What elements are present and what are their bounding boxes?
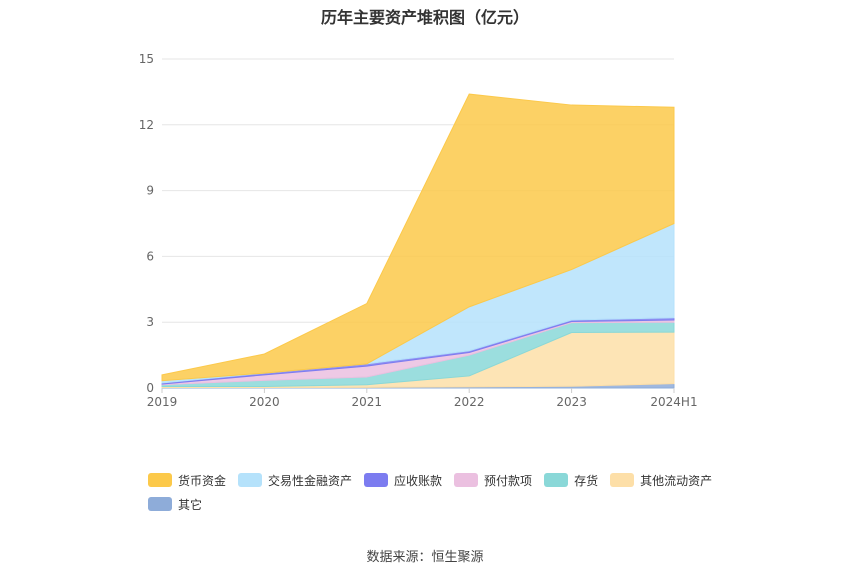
stacked-area-chart: 2019 2020 2021 2022 2023 2024H1 0 3 6 9 12 15	[139, 52, 698, 409]
data-source: 数据来源：恒生聚源	[366, 550, 484, 565]
x-tick-label: 2023	[556, 395, 587, 409]
y-tick-label: 15	[139, 52, 154, 66]
legend-label: 预付款项	[484, 473, 533, 488]
legend-item[interactable]: 其他流动资产	[610, 472, 712, 488]
legend-item[interactable]: 货币资金	[148, 472, 226, 488]
legend-swatch	[454, 473, 479, 487]
legend-label: 其它	[178, 497, 203, 512]
x-tick-label: 2022	[454, 395, 485, 409]
x-axis: 2019 2020 2021 2022 2023 2024H1	[147, 388, 698, 409]
legend-swatch	[364, 473, 389, 487]
legend-item[interactable]: 预付款项	[454, 472, 532, 488]
legend-swatch	[238, 473, 263, 487]
legend: 货币资金 交易性金融资产 应收账款 预付款项 存货 其他流动资产其它	[148, 472, 748, 520]
legend-label: 其他流动资产	[640, 473, 713, 488]
legend-item[interactable]: 交易性金融资产	[238, 472, 352, 488]
y-tick-label: 0	[146, 381, 154, 395]
area-series	[161, 93, 675, 389]
legend-item[interactable]: 其它	[148, 496, 202, 512]
chart-title: 历年主要资产堆积图（亿元）	[320, 8, 529, 27]
x-tick-label: 2020	[249, 395, 280, 409]
x-tick-label: 2024H1	[650, 395, 697, 409]
x-tick-label: 2021	[352, 395, 383, 409]
y-axis: 0 3 6 9 12 15	[139, 52, 154, 395]
legend-label: 应收账款	[394, 473, 443, 488]
legend-swatch	[544, 473, 569, 487]
legend-swatch	[148, 473, 172, 487]
y-tick-label: 3	[146, 315, 154, 329]
legend-item[interactable]: 存货	[544, 472, 598, 488]
y-tick-label: 9	[146, 184, 154, 198]
area-series-6	[161, 93, 675, 382]
legend-label: 存货	[574, 473, 599, 488]
legend-label: 货币资金	[178, 473, 227, 488]
legend-label: 交易性金融资产	[268, 473, 353, 488]
y-tick-label: 6	[146, 249, 154, 263]
legend-swatch	[610, 473, 635, 487]
y-tick-label: 12	[139, 118, 154, 132]
x-tick-label: 2019	[147, 395, 178, 409]
legend-swatch	[148, 497, 172, 511]
legend-item[interactable]: 应收账款	[364, 472, 442, 488]
